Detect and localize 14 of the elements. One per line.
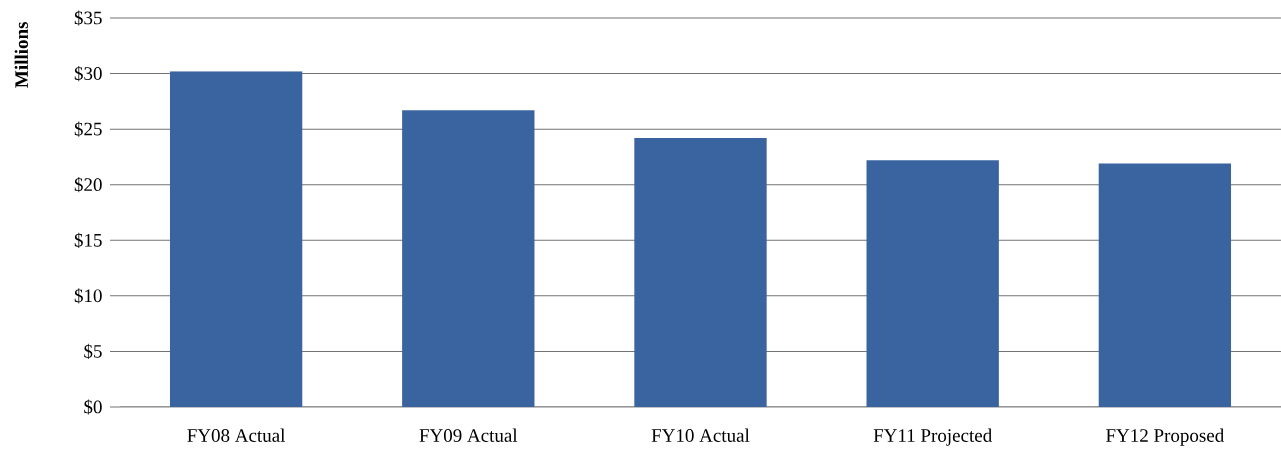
- y-tick-label: $25: [74, 121, 102, 137]
- x-tick-label: FY08 Actual: [187, 428, 286, 442]
- x-tick-label: FY10 Actual: [651, 428, 750, 442]
- y-tick-label: $30: [74, 65, 102, 82]
- y-tick-label: $20: [74, 177, 102, 193]
- y-tick-label: $35: [74, 10, 102, 26]
- y-tick-label: $5: [84, 343, 102, 360]
- x-tick-label: FY09 Actual: [419, 428, 518, 442]
- x-tick-label: FY12 Proposed: [1106, 428, 1224, 446]
- y-axis-title: Millions: [14, 21, 28, 88]
- x-tick-label: FY11 Projected: [873, 428, 992, 446]
- y-tick-label: $0: [84, 399, 102, 415]
- y-tick-label: $15: [74, 232, 102, 248]
- y-tick-label: $10: [74, 288, 102, 304]
